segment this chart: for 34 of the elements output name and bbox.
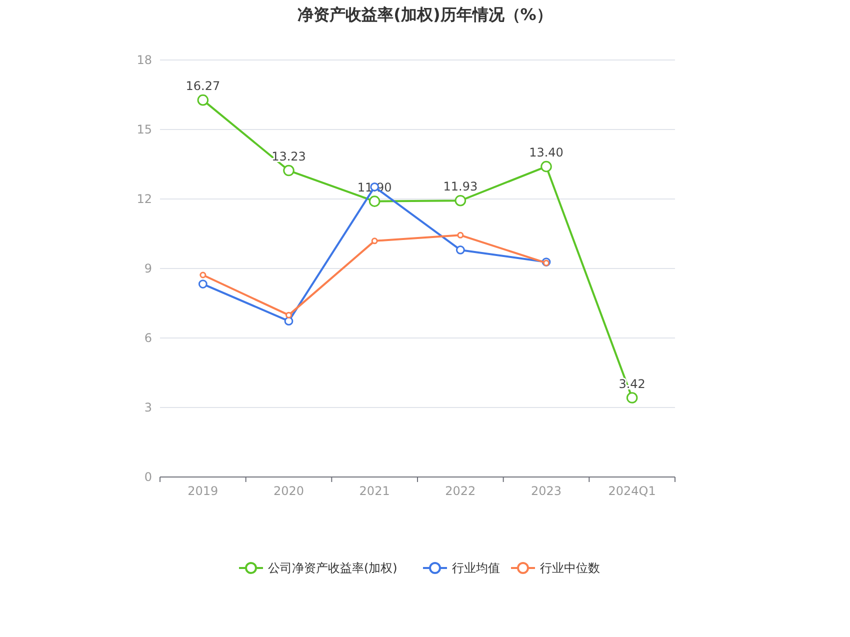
- y-tick-label: 0: [144, 470, 152, 484]
- y-tick-label: 12: [136, 192, 152, 206]
- y-tick-label: 6: [144, 331, 152, 345]
- point: [284, 316, 294, 326]
- point: [200, 272, 206, 278]
- x-tick-label: 2021: [359, 484, 390, 498]
- point: [286, 312, 292, 318]
- data-label: 13.40: [529, 146, 564, 160]
- point: [540, 160, 552, 172]
- y-tick-label: 15: [136, 122, 152, 136]
- legend-label: 行业中位数: [540, 561, 600, 575]
- point: [198, 280, 208, 288]
- y-tick-label: 18: [136, 53, 152, 67]
- point: [457, 232, 464, 238]
- y-tick-label: 3: [144, 400, 152, 414]
- chart-title: 净资产收益率(加权)历年情况（%）: [298, 5, 552, 24]
- data-label: 11.93: [443, 180, 478, 194]
- point: [197, 94, 209, 106]
- x-tick-label: 2022: [445, 484, 476, 498]
- point: [283, 164, 294, 176]
- point: [368, 196, 380, 207]
- data-label: 16.27: [186, 79, 220, 94]
- point: [371, 238, 378, 244]
- x-tick-label: 2024Q1: [608, 484, 656, 498]
- x-tick-label: 2020: [273, 484, 304, 498]
- point: [456, 246, 465, 254]
- legend-label: 公司净资产收益率(加权): [268, 561, 398, 575]
- legend-label: 行业均值: [452, 561, 500, 575]
- point: [626, 392, 638, 404]
- point: [454, 194, 466, 206]
- x-tick-label: 2023: [530, 484, 562, 498]
- data-label: 13.23: [272, 150, 306, 164]
- x-tick-label: 2019: [188, 484, 218, 498]
- y-tick-label: 9: [144, 262, 152, 276]
